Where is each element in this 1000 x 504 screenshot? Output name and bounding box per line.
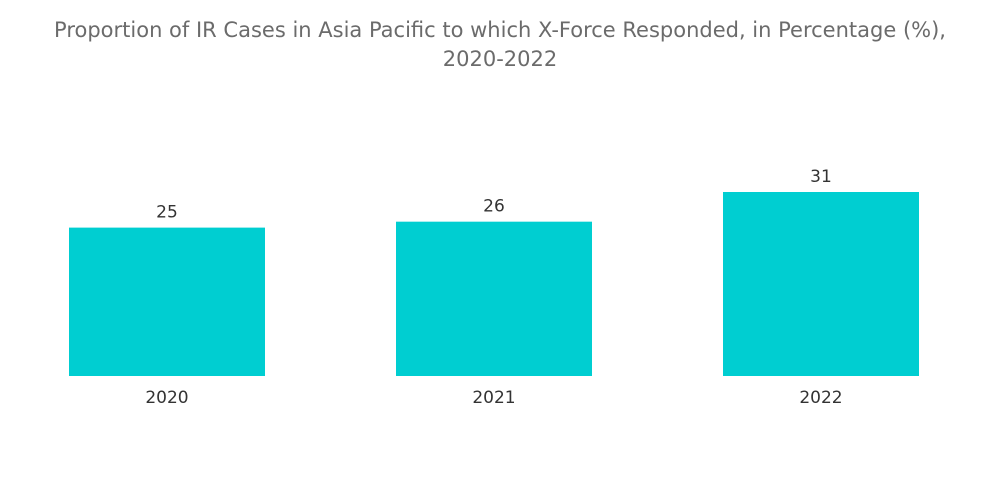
bar-2020 xyxy=(69,227,265,376)
bar-2021 xyxy=(396,221,592,376)
chart-title: Proportion of IR Cases in Asia Pacific t… xyxy=(0,16,1000,74)
value-label-2020: 25 xyxy=(156,203,178,223)
x-tick-label-2020: 2020 xyxy=(145,388,188,408)
value-labels-group: 25 26 31 xyxy=(156,167,832,223)
x-tick-label-2022: 2022 xyxy=(799,388,842,408)
x-tick-labels-group: 2020 2021 2022 xyxy=(145,388,842,408)
chart-title-line-1: Proportion of IR Cases in Asia Pacific t… xyxy=(54,18,946,42)
x-tick-label-2021: 2021 xyxy=(472,388,515,408)
value-label-2021: 26 xyxy=(483,197,505,217)
value-label-2022: 31 xyxy=(810,167,832,187)
bar-2022 xyxy=(723,192,919,376)
bars-group xyxy=(69,192,919,376)
chart-title-line-2: 2020-2022 xyxy=(442,47,558,71)
